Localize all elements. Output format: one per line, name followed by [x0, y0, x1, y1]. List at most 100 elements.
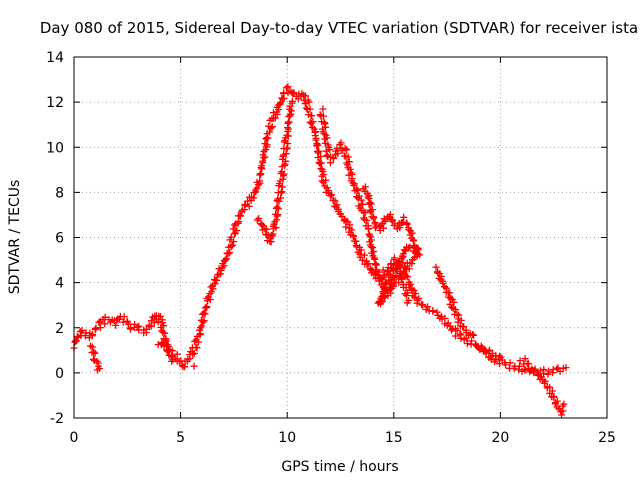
data-point: [178, 357, 189, 371]
data-point: [124, 318, 134, 332]
data-point: [280, 84, 292, 98]
data-point: [140, 325, 150, 336]
data-point: [90, 357, 102, 367]
data-point: [403, 220, 415, 235]
x-axis-label: GPS time / hours: [281, 459, 398, 475]
data-point: [96, 365, 104, 372]
data-point: [318, 176, 332, 194]
x-tick-label: 25: [598, 430, 616, 446]
chart-title: Day 080 of 2015, Sidereal Day-to-day VTE…: [40, 19, 638, 37]
data-point: [190, 362, 198, 370]
data-point: [403, 299, 411, 307]
data-point: [463, 337, 475, 347]
data-point: [398, 213, 411, 227]
data-point: [289, 90, 300, 100]
data-point: [135, 326, 148, 337]
data-point: [119, 313, 131, 326]
data-point: [368, 248, 381, 269]
data-point: [386, 211, 397, 225]
data-point: [269, 198, 283, 232]
data-point: [89, 325, 99, 338]
data-point: [452, 327, 464, 340]
data-point: [101, 313, 113, 324]
data-point: [96, 316, 109, 328]
data-point: [425, 307, 437, 315]
data-point: [364, 225, 376, 252]
data-point: [485, 347, 503, 363]
data-point: [375, 217, 389, 232]
data-point: [560, 400, 568, 408]
data-point: [238, 201, 249, 215]
data-point: [544, 366, 557, 378]
x-tick-label: 10: [278, 430, 296, 446]
data-point: [457, 331, 465, 342]
data-point: [556, 405, 565, 419]
data-point: [440, 283, 454, 297]
data-point: [93, 362, 102, 374]
data-point: [554, 364, 564, 375]
data-point: [418, 301, 427, 309]
data-point: [351, 185, 363, 202]
data-point: [364, 193, 376, 216]
data-point: [221, 249, 234, 264]
data-point: [467, 340, 480, 350]
data-point: [284, 83, 298, 97]
data-point: [448, 325, 459, 334]
data-point: [521, 365, 529, 374]
data-point: [498, 356, 509, 367]
y-tick-label: -2: [50, 411, 64, 427]
y-tick-label: 14: [46, 50, 64, 66]
data-point: [510, 365, 523, 374]
data-point: [422, 303, 431, 313]
data-point: [342, 152, 356, 179]
data-point: [355, 196, 368, 216]
data-point: [562, 364, 570, 372]
data-point: [515, 362, 526, 375]
data-point: [92, 319, 104, 332]
data-point: [391, 254, 403, 266]
data-point: [406, 242, 418, 251]
data-point: [372, 270, 380, 282]
x-tick-label: 20: [491, 430, 509, 446]
data-point: [253, 215, 266, 228]
data-point: [371, 224, 384, 234]
data-point: [337, 210, 349, 223]
data-point: [316, 105, 330, 139]
data-point: [328, 191, 339, 210]
data-point: [460, 334, 470, 344]
data-point: [145, 317, 155, 331]
data-point: [163, 346, 177, 363]
data-point: [263, 116, 276, 138]
data-point: [429, 307, 442, 319]
x-tick-label: 0: [70, 430, 79, 446]
data-point: [278, 132, 292, 176]
data-point: [406, 229, 419, 250]
data-point: [444, 293, 463, 319]
data-point: [506, 362, 519, 372]
data-point: [168, 357, 176, 365]
data-point: [257, 220, 271, 234]
data-point: [73, 328, 84, 341]
data-point: [502, 359, 514, 369]
data-point: [398, 246, 410, 260]
data-point: [390, 221, 402, 230]
data-point: [298, 90, 309, 104]
data-point: [559, 402, 567, 415]
data-point: [77, 326, 86, 339]
data-point: [314, 152, 328, 180]
y-tick-label: 12: [46, 95, 64, 111]
data-point: [470, 331, 478, 339]
data-point: [487, 353, 495, 363]
x-axis: 0 5 10 15 20 25: [70, 57, 616, 446]
data-point: [444, 319, 454, 330]
data-point: [115, 313, 124, 323]
data-point: [462, 326, 477, 339]
y-tick-label: 4: [55, 276, 64, 292]
data-point: [283, 99, 296, 139]
data-point: [388, 260, 400, 274]
data-point: [87, 342, 99, 363]
data-point: [311, 128, 323, 157]
y-tick-label: 2: [55, 321, 64, 337]
data-markers: [70, 83, 570, 419]
